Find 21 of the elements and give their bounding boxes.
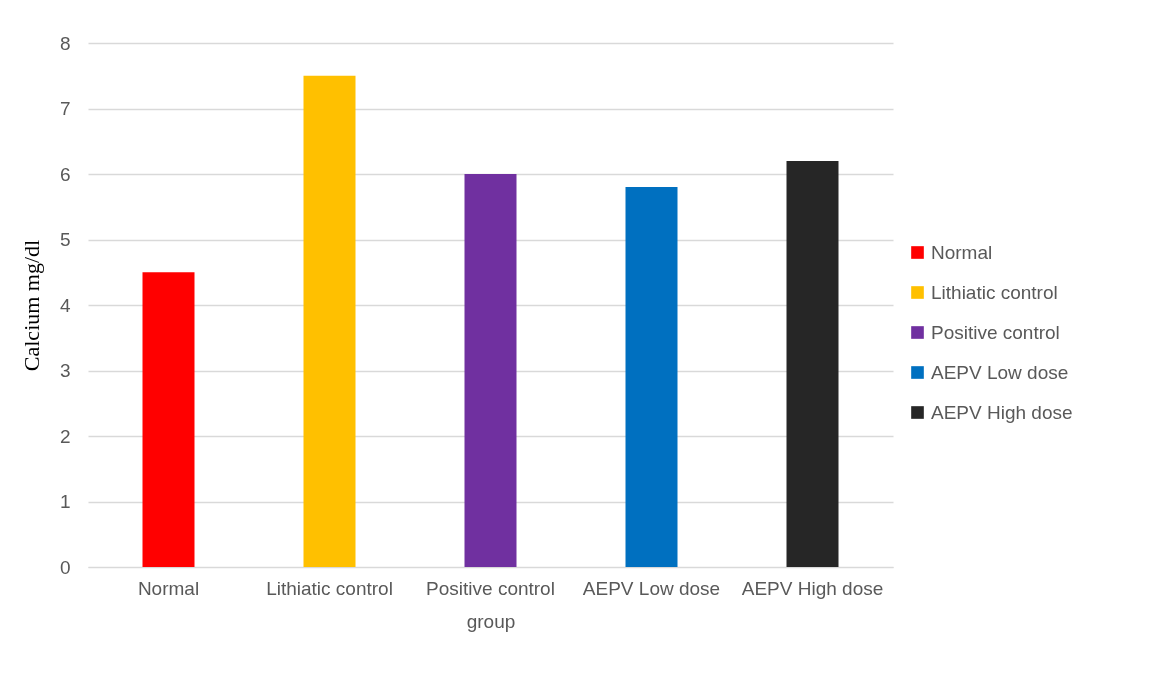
y-tick-label: 8	[59, 32, 71, 54]
y-tick-label: 6	[59, 163, 71, 185]
legend-label: Lithiatic control	[931, 281, 1058, 303]
x-tick-label: AEPV Low dose	[582, 577, 721, 599]
x-axis-title: group	[466, 610, 516, 632]
legend-label: AEPV High dose	[931, 401, 1073, 423]
x-tick-label: Lithiatic control	[266, 577, 393, 599]
y-tick-label: 1	[59, 491, 71, 512]
y-tick-label: 4	[59, 294, 71, 316]
y-axis-title: Calcium mg/dl	[18, 239, 44, 372]
x-tick-label: AEPV High dose	[741, 577, 884, 599]
legend-label: AEPV Low dose	[931, 361, 1069, 383]
y-tick-label: 3	[59, 360, 71, 381]
y-tick-label: 2	[59, 425, 71, 447]
y-tick-label: 7	[59, 98, 71, 119]
y-tick-label: 5	[59, 229, 71, 250]
legend-label: Positive control	[931, 321, 1060, 343]
legend-label: Normal	[931, 241, 993, 263]
x-tick-label: Positive control	[426, 577, 555, 599]
x-tick-label: Normal	[137, 577, 200, 599]
y-tick-label: 0	[59, 556, 71, 578]
